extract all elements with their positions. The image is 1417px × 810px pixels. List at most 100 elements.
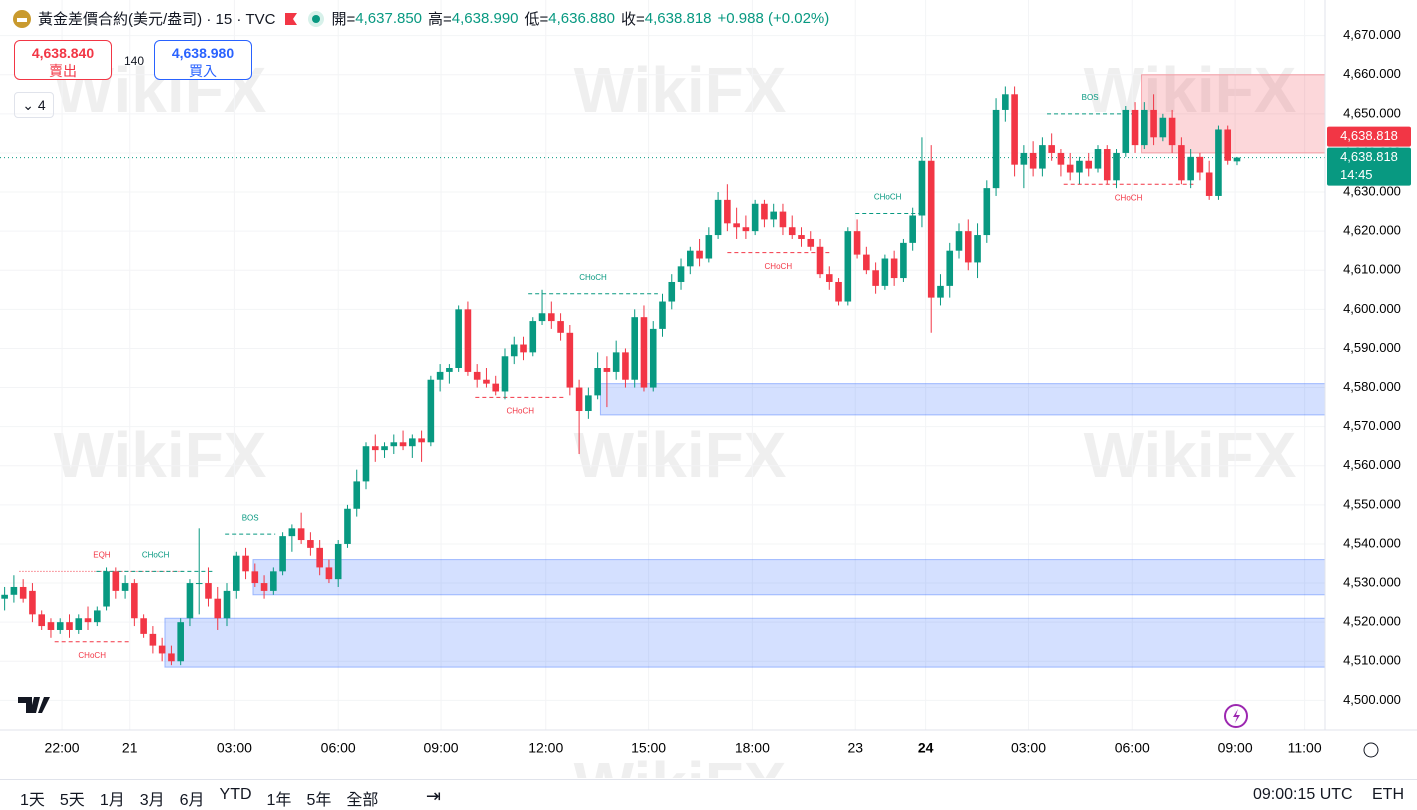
candle-body	[853, 231, 861, 255]
candle-body	[686, 250, 694, 267]
candle-body	[1002, 94, 1009, 110]
buy-button[interactable]: 4,638.980 買入	[154, 40, 252, 80]
range-button[interactable]: 1月	[99, 792, 125, 809]
y-tick-label: 4,600.000	[1343, 301, 1401, 316]
buy-label: 買入	[189, 63, 217, 79]
candle-body	[446, 368, 453, 372]
range-button[interactable]: 5天	[59, 792, 85, 809]
candle-body	[121, 583, 129, 591]
candle-body	[1215, 129, 1222, 196]
ohlc-low-label: 低=	[524, 11, 549, 28]
alert-bolt	[1233, 709, 1240, 723]
candle-body	[168, 653, 175, 662]
candle-body	[548, 313, 555, 322]
candle-body	[1122, 109, 1130, 153]
structure-label: CHoCH	[579, 273, 607, 282]
candle-body	[918, 160, 926, 216]
y-tick-label: 4,630.000	[1343, 183, 1401, 198]
y-tick-label: 4,550.000	[1343, 496, 1401, 511]
ohlc-high-label: 高=	[428, 11, 452, 28]
chart: WikiFXWikiFXWikiFXWikiFXWikiFXWikiFXWiki…	[0, 0, 1417, 778]
last-price-bg	[1327, 147, 1411, 186]
candle-body	[631, 317, 639, 380]
candle-body	[242, 555, 249, 572]
clock: 09:00:15 UTC	[1253, 786, 1353, 803]
x-tick-label: 09:00	[1218, 740, 1253, 756]
candle-body	[761, 203, 768, 220]
candle-body	[622, 352, 629, 380]
symbol[interactable]: 黃金差價合約(美元/盎司) · 15 · TVC	[38, 11, 276, 28]
candle-body	[84, 618, 92, 623]
candle-body	[1178, 145, 1185, 181]
session[interactable]: ETH	[1372, 786, 1404, 803]
structure-label: CHoCH	[874, 193, 902, 202]
candle-body	[1196, 156, 1204, 173]
settings-icon[interactable]	[1363, 742, 1379, 758]
ohlc-close-label: 收=	[621, 11, 645, 28]
candle-body	[1029, 152, 1037, 169]
candle-body	[353, 481, 361, 509]
header: 黃金差價合約(美元/盎司) · 15 · TVC 開= 4,637.850 高= 4…	[12, 8, 829, 29]
range-button[interactable]: 全部	[346, 792, 379, 809]
candle-body	[232, 555, 240, 591]
status-icon	[307, 10, 324, 27]
x-tick-label: 06:00	[321, 740, 356, 756]
candle-body	[770, 211, 777, 220]
candle-body	[251, 571, 259, 584]
candle-body	[788, 227, 796, 236]
y-tick-label: 4,620.000	[1343, 223, 1401, 238]
candle-body	[223, 590, 231, 619]
candle-body	[140, 618, 147, 634]
candle-body	[1113, 152, 1120, 181]
candle-body	[649, 328, 657, 388]
candle-body	[1131, 109, 1139, 146]
change: +0.988 (+0.02%)	[717, 10, 830, 27]
tv-logo	[18, 697, 50, 713]
ohlc-high: 4,638.990	[451, 10, 519, 27]
watermark: WikiFX	[574, 419, 787, 491]
y-tick-label: 4,500.000	[1343, 692, 1401, 707]
sell-label: 賣出	[49, 63, 77, 79]
candle-body	[288, 528, 296, 537]
candle-body	[557, 321, 564, 333]
candle-body	[1150, 109, 1157, 138]
range-button[interactable]: YTD	[219, 786, 252, 803]
y-tick-label: 4,540.000	[1343, 535, 1401, 550]
range-button[interactable]: 5年	[306, 792, 332, 809]
range-button[interactable]: 1年	[266, 792, 292, 809]
candle-body	[334, 543, 342, 580]
candle-body	[863, 254, 870, 271]
sell-button[interactable]: 4,638.840 賣出	[14, 40, 112, 80]
compare-icon[interactable]: ⇥	[426, 786, 442, 806]
structure-label: BOS	[1082, 93, 1099, 102]
candle-body	[946, 250, 954, 286]
y-tick-label: 4,610.000	[1343, 262, 1401, 277]
candle-body	[483, 379, 490, 384]
candle-body	[807, 238, 815, 247]
x-tick-label: 21	[122, 740, 138, 756]
candle-body	[1, 594, 8, 599]
x-tick-label: 11:00	[1288, 740, 1322, 756]
candle-body	[390, 442, 398, 447]
range-button[interactable]: 1天	[20, 792, 45, 809]
candle-body	[1187, 156, 1194, 181]
candle-body	[75, 618, 83, 630]
indicator-toggle[interactable]: ⌄ 4	[14, 92, 54, 118]
y-tick-label: 4,590.000	[1343, 340, 1401, 355]
candle-body	[612, 352, 620, 372]
candle-body	[890, 258, 898, 279]
candle-body	[29, 590, 36, 615]
watermark: WikiFX	[574, 54, 787, 126]
candle-body	[455, 309, 462, 368]
flag-icon	[284, 12, 297, 25]
candle-body	[131, 583, 138, 619]
range-button[interactable]: 6月	[179, 792, 205, 809]
candle-body	[603, 368, 611, 372]
candle-body	[835, 281, 842, 302]
ohlc-open: 4,637.850	[355, 10, 423, 27]
alert-icon[interactable]	[1224, 704, 1248, 728]
candle-body	[1233, 157, 1241, 162]
candle-body	[177, 622, 184, 662]
range-button[interactable]: 3月	[139, 792, 165, 809]
candle-body	[798, 235, 805, 239]
